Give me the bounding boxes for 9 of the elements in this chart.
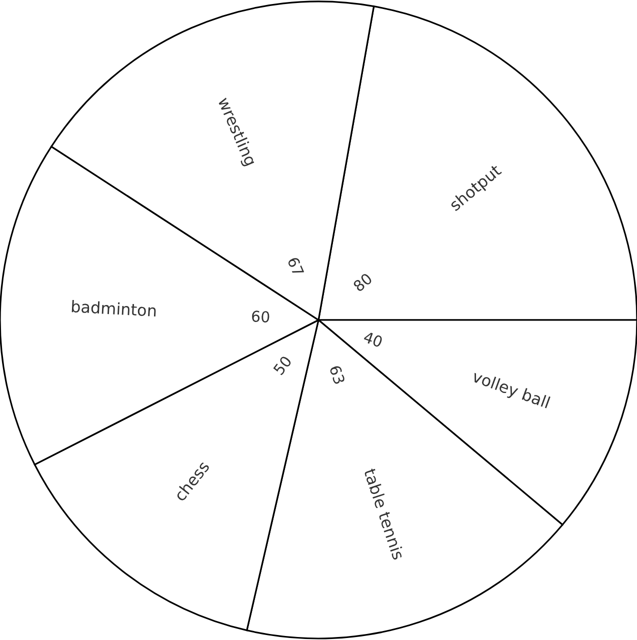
slice-label: badminton xyxy=(70,297,158,321)
data-label: 50 xyxy=(270,352,296,379)
slice-label: table tennis xyxy=(360,466,408,562)
data-label: 60 xyxy=(250,307,271,326)
data-label: 40 xyxy=(360,328,386,352)
data-label: 63 xyxy=(325,363,348,387)
data-label: 80 xyxy=(350,270,376,296)
slice-label: volley ball xyxy=(470,366,553,412)
data-label: 67 xyxy=(283,254,308,280)
